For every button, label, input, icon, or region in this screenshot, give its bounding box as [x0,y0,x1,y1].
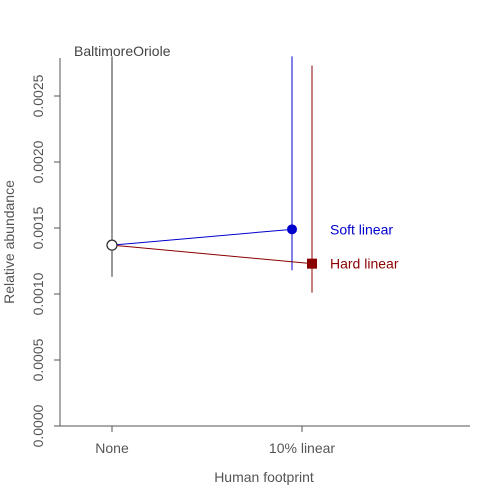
point-1 [307,258,317,269]
y-tick-label: 0.0025 [30,74,46,117]
series-line-0 [111,228,293,246]
x-tick-label: 10% linear [269,440,335,456]
chart-marks: Soft linear Hard linear [106,56,399,293]
y-tick-label: 0.0020 [30,140,46,183]
y-tick-label: 0.0010 [30,272,46,315]
series-label-1: Hard linear [330,256,399,272]
x-axis-ticks: None 10% linear [95,426,335,456]
chart-title: BaltimoreOriole [74,43,171,59]
series-label-0: Soft linear [330,221,393,237]
y-tick-label: 0.0000 [30,404,46,447]
series-line-1 [111,244,313,265]
x-axis-title: Human footprint [214,469,314,485]
point-0 [287,224,297,235]
y-tick-label: 0.0015 [30,206,46,249]
y-axis-ticks: 0.0000 0.0005 0.0010 0.0015 0.0020 0.0025 [30,74,60,447]
reference-point [106,239,118,251]
axes [59,58,470,427]
y-axis-title: Relative abundance [1,180,17,304]
y-tick-label: 0.0005 [30,338,46,381]
x-tick-label: None [95,440,129,456]
